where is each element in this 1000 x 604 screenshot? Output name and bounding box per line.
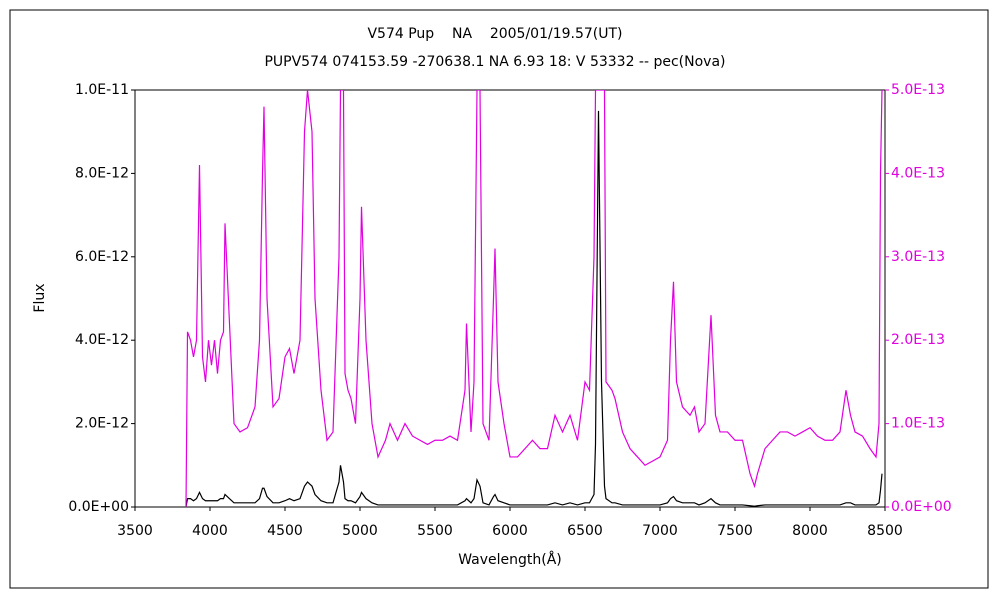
y-axis-label: Flux — [32, 283, 48, 312]
x-axis-label: Wavelength(Å) — [458, 551, 562, 568]
plot-series — [185, 90, 883, 507]
x-tick-label: 4500 — [267, 523, 303, 539]
y2-tick-label: 4.0E-13 — [891, 165, 945, 181]
y2-tick-label: 0.0E+00 — [891, 499, 952, 515]
y-tick-label: 6.0E-12 — [75, 249, 129, 265]
spectrum-line — [185, 110, 883, 507]
x-tick-label: 3500 — [117, 523, 153, 539]
chart-subtitle: PUPV574 074153.59 -270638.1 NA 6.93 18: … — [264, 54, 725, 70]
x-tick-label: 6000 — [492, 523, 528, 539]
x-tick-label: 6500 — [567, 523, 603, 539]
x-tick-label: 7500 — [717, 523, 753, 539]
y-tick-label: 0.0E+00 — [68, 499, 129, 515]
x-tick-label: 5000 — [342, 523, 378, 539]
y2-tick-label: 3.0E-13 — [891, 249, 945, 265]
y2-tick-label: 5.0E-13 — [891, 82, 945, 98]
y2-tick-label: 1.0E-13 — [891, 416, 945, 432]
y-tick-label: 1.0E-11 — [75, 82, 129, 98]
x-tick-label: 4000 — [192, 523, 228, 539]
y-tick-label: 8.0E-12 — [75, 165, 129, 181]
frame — [9, 9, 989, 589]
x-tick-label: 8000 — [792, 523, 828, 539]
chart-title: V574 Pup NA 2005/01/19.57(UT) — [367, 26, 622, 42]
y-tick-label: 4.0E-12 — [75, 332, 129, 348]
x-tick-label: 5500 — [417, 523, 453, 539]
spectrum-line — [185, 90, 883, 507]
x-tick-label: 8500 — [867, 523, 903, 539]
y-tick-label: 2.0E-12 — [75, 416, 129, 432]
x-tick-label: 7000 — [642, 523, 678, 539]
y2-tick-label: 2.0E-13 — [891, 332, 945, 348]
